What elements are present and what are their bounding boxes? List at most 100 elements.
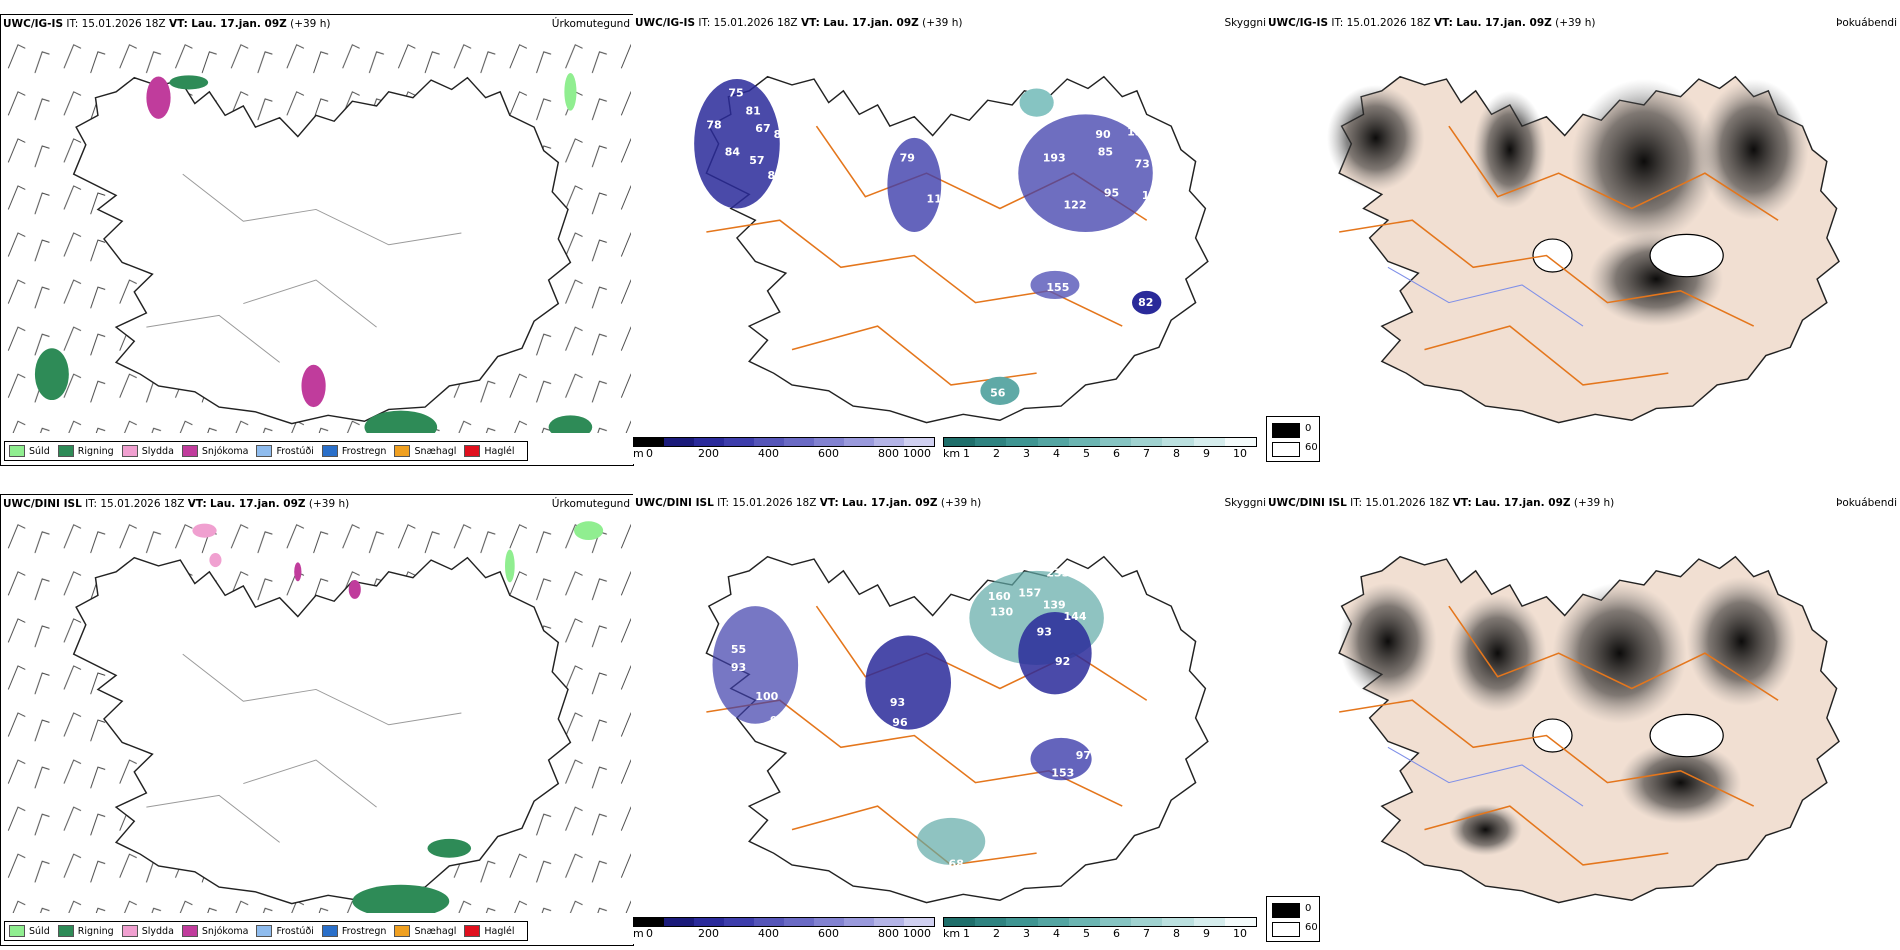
panel-title: UWC/DINI ISL IT: 15.01.2026 18Z VT: Lau.… — [3, 498, 350, 510]
panel-label: Úrkomutegund — [551, 18, 630, 30]
legend-item: Slydda — [121, 925, 174, 937]
svg-text:80: 80 — [774, 128, 789, 141]
svg-text:93: 93 — [1037, 626, 1052, 639]
snow-area — [348, 580, 361, 599]
svg-text:160: 160 — [988, 590, 1011, 603]
svg-text:56: 56 — [990, 387, 1005, 400]
snow-area — [294, 562, 302, 582]
svg-text:67: 67 — [755, 122, 770, 135]
svg-text:79: 79 — [900, 152, 915, 165]
svg-text:92: 92 — [770, 714, 785, 727]
legend-item: Rigning — [57, 925, 114, 937]
height-colorbar: m 0 200 400 600 800 1000 — [633, 437, 943, 463]
precip-type-panel-dini: UWC/DINI ISL IT: 15.01.2026 18Z VT: Lau.… — [0, 494, 634, 946]
sleet-area — [192, 523, 217, 538]
svg-text:122: 122 — [1064, 199, 1087, 212]
svg-text:35: 35 — [829, 585, 844, 598]
panel-label: Úrkomutegund — [551, 498, 630, 510]
panel-title: UWC/DINI ISL IT: 15.01.2026 18Z VT: Lau.… — [1268, 497, 1615, 509]
panel-label: Þokuábendi — [1836, 497, 1897, 509]
svg-text:130: 130 — [990, 606, 1013, 619]
cloud-visibility-panel-dini: UWC/DINI ISL IT: 15.01.2026 18Z VT: Lau.… — [633, 494, 1269, 944]
svg-text:151: 151 — [1127, 126, 1150, 139]
svg-text:100: 100 — [755, 690, 778, 703]
legend-item: Frostúði — [256, 925, 314, 937]
visibility-labels: 52 35 55 93 100 92 93 96 160 157 130 139… — [731, 567, 1091, 870]
legend-item: Frostúði — [256, 445, 314, 457]
visibility-colorbar-strip — [943, 917, 1257, 927]
legend-item: Frostregn — [321, 925, 386, 937]
svg-text:73: 73 — [1134, 157, 1149, 170]
svg-text:55: 55 — [731, 643, 746, 656]
svg-text:157: 157 — [1018, 587, 1041, 600]
height-colorbar-strip — [633, 437, 935, 447]
svg-text:139: 139 — [1043, 599, 1066, 612]
rain-area — [34, 348, 69, 401]
rain-area — [427, 838, 472, 858]
svg-text:100: 100 — [1079, 316, 1102, 329]
precip-type-map — [1, 33, 631, 433]
svg-text:90: 90 — [1095, 128, 1110, 141]
drizzle-area — [505, 549, 515, 583]
svg-text:82: 82 — [1138, 296, 1153, 309]
panel-label: Skyggni — [1224, 497, 1267, 509]
svg-text:52: 52 — [743, 590, 758, 603]
cloud-visibility-panel-ig: UWC/IG-IS IT: 15.01.2026 18Z VT: Lau. 17… — [633, 14, 1269, 464]
legend-item: Slydda — [121, 445, 174, 457]
sleet-area — [209, 553, 222, 568]
svg-text:97: 97 — [1076, 749, 1091, 762]
legend-item: Snæhagl — [394, 925, 456, 937]
fog-legend: 0 60 — [1266, 896, 1320, 942]
precip-type-panel-ig: UWC/IG-IS IT: 15.01.2026 18Z VT: Lau. 17… — [0, 14, 634, 466]
svg-text:81: 81 — [746, 105, 761, 118]
panel-title: UWC/DINI ISL IT: 15.01.2026 18Z VT: Lau.… — [635, 497, 982, 509]
fog-map — [1338, 555, 1840, 904]
fog-indicator-panel-ig: UWC/IG-IS IT: 15.01.2026 18Z VT: Lau. 17… — [1266, 14, 1900, 464]
snow-area — [301, 364, 326, 408]
legend-item: Frostregn — [321, 445, 386, 457]
fog-indicator-panel-dini: UWC/DINI ISL IT: 15.01.2026 18Z VT: Lau.… — [1266, 494, 1900, 944]
visibility-labels: 75 81 67 80 78 84 57 82 79 113 193 90 85… — [706, 87, 1164, 400]
svg-text:57: 57 — [749, 154, 764, 167]
svg-text:193: 193 — [1043, 152, 1066, 165]
svg-text:92: 92 — [1055, 655, 1070, 668]
svg-text:96: 96 — [892, 716, 907, 729]
svg-text:144: 144 — [1064, 610, 1087, 623]
rain-area — [352, 884, 450, 913]
visibility-colorbar: km 1 2 3 4 5 6 7 8 9 10 — [943, 917, 1263, 943]
cloud-base-map: 52 35 55 93 100 92 93 96 160 157 130 139… — [705, 555, 1209, 904]
fog-map — [1326, 75, 1840, 424]
legend-item: Snæhagl — [394, 445, 456, 457]
rain-area — [364, 410, 438, 433]
visibility-colorbar-strip — [943, 437, 1257, 447]
svg-text:113: 113 — [927, 193, 950, 206]
svg-text:233: 233 — [1046, 567, 1069, 580]
legend-item: Rigning — [57, 445, 114, 457]
svg-text:85: 85 — [1098, 146, 1113, 159]
svg-text:68: 68 — [949, 857, 964, 870]
drizzle-area — [564, 73, 577, 111]
precip-type-map — [1, 513, 631, 913]
svg-text:78: 78 — [706, 119, 721, 132]
svg-text:153: 153 — [1051, 767, 1074, 780]
cloud-base-map: 75 81 67 80 78 84 57 82 79 113 193 90 85… — [694, 75, 1209, 424]
legend-item: Súld — [9, 445, 50, 457]
snow-area — [146, 76, 171, 119]
height-colorbar-strip — [633, 917, 935, 927]
svg-text:141: 141 — [1142, 189, 1165, 202]
panel-title: UWC/IG-IS IT: 15.01.2026 18Z VT: Lau. 17… — [635, 17, 963, 29]
drizzle-area — [574, 521, 604, 541]
legend-item: Snjókoma — [181, 445, 248, 457]
legend-item: Súld — [9, 925, 50, 937]
rain-area — [169, 75, 209, 90]
svg-text:82: 82 — [768, 169, 783, 182]
precip-legend: Súld Rigning Slydda Snjókoma Frostúði Fr… — [4, 921, 528, 941]
svg-text:95: 95 — [1104, 187, 1119, 200]
svg-text:84: 84 — [725, 146, 741, 159]
panel-title: UWC/IG-IS IT: 15.01.2026 18Z VT: Lau. 17… — [3, 18, 331, 30]
legend-item: Haglél — [464, 445, 515, 457]
precip-legend: Súld Rigning Slydda Snjókoma Frostúði Fr… — [4, 441, 528, 461]
svg-text:75: 75 — [728, 87, 743, 100]
svg-text:31: 31 — [1000, 714, 1015, 727]
panel-title: UWC/IG-IS IT: 15.01.2026 18Z VT: Lau. 17… — [1268, 17, 1596, 29]
